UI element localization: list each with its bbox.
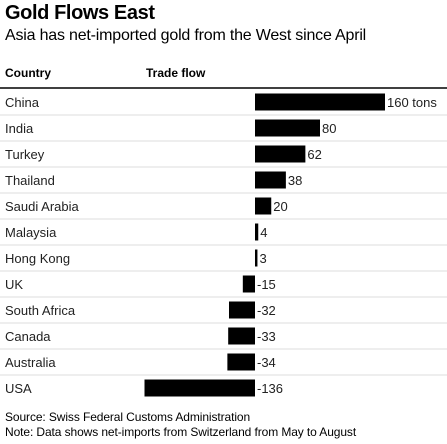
bar-usa (144, 379, 255, 397)
bar-canada (228, 327, 255, 345)
value-label-uk: -15 (257, 277, 276, 292)
column-header-trade-flow: Trade flow (146, 66, 206, 80)
source-note: Source: Swiss Federal Customs Administra… (5, 410, 251, 424)
bar-malaysia (255, 223, 259, 241)
column-header-country: Country (5, 66, 51, 80)
value-label-hong-kong: 3 (259, 251, 266, 266)
value-label-australia: -34 (257, 355, 276, 370)
value-label-thailand: 38 (288, 173, 302, 188)
chart-subtitle: Asia has net-imported gold from the West… (5, 27, 367, 44)
category-label-china: China (5, 95, 40, 110)
bar-india (255, 119, 320, 137)
category-label-saudi-arabia: Saudi Arabia (5, 199, 79, 214)
value-label-canada: -33 (257, 329, 276, 344)
data-note: Note: Data shows net-imports from Switze… (5, 425, 357, 439)
chart-title: Gold Flows East (5, 2, 155, 24)
chart-rows: China 160 tons India 80 Turkey 62 Thailand 38 Sa… (0, 93, 447, 397)
bar-chart: Country Trade flow China 160 tons India 80 T… (0, 66, 447, 397)
value-label-malaysia: 4 (260, 225, 267, 240)
value-label-india: 80 (322, 121, 336, 136)
value-label-south-africa: -32 (257, 303, 276, 318)
category-label-usa: USA (5, 381, 32, 396)
value-label-turkey: 62 (307, 147, 321, 162)
category-label-canada: Canada (5, 329, 51, 344)
category-label-malaysia: Malaysia (5, 225, 57, 240)
bar-thailand (255, 171, 286, 189)
category-label-turkey: Turkey (5, 147, 45, 162)
value-label-china: 160 tons (387, 95, 437, 110)
category-label-australia: Australia (5, 355, 56, 370)
bar-australia (227, 353, 255, 371)
bar-south-africa (229, 301, 255, 319)
bar-hong-kong (255, 249, 258, 267)
value-label-saudi-arabia: 20 (273, 199, 287, 214)
category-label-south-africa: South Africa (5, 303, 76, 318)
category-label-thailand: Thailand (5, 173, 55, 188)
bar-uk (242, 275, 255, 293)
bar-saudi-arabia (255, 197, 272, 215)
value-label-usa: -136 (257, 381, 283, 396)
category-label-india: India (5, 121, 34, 136)
bar-china (255, 93, 385, 111)
category-label-hong-kong: Hong Kong (5, 251, 70, 266)
category-label-uk: UK (5, 277, 23, 292)
bar-turkey (255, 145, 306, 163)
